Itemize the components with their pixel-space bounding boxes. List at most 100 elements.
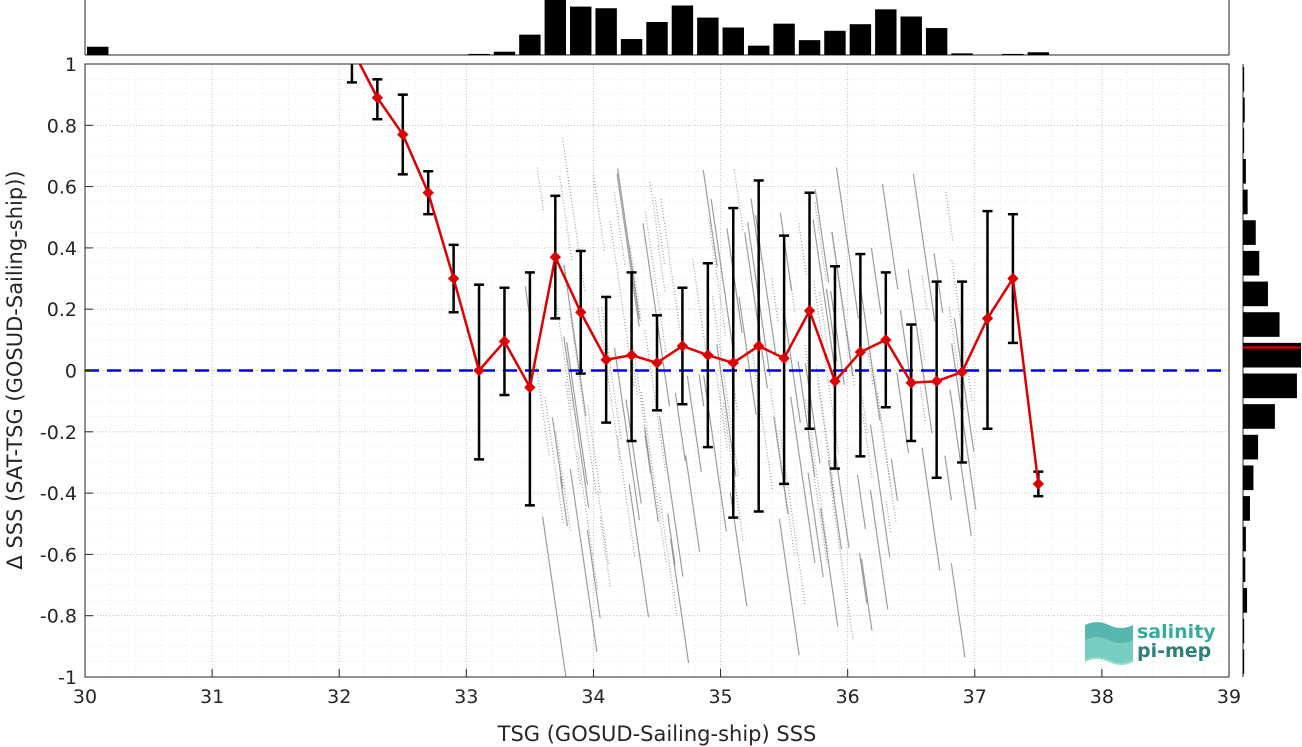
- scatter-streak: [779, 212, 793, 291]
- x-tick-label: 38: [1090, 686, 1114, 708]
- mean-marker: [600, 354, 612, 366]
- top-histogram-bar: [1002, 53, 1024, 55]
- top-histogram-bar: [773, 23, 795, 55]
- scatter-streak: [881, 184, 899, 290]
- mean-marker: [371, 92, 384, 104]
- scatter-streak: [830, 290, 845, 385]
- right-histogram-bar: [1243, 404, 1275, 429]
- scatter-streak: [566, 342, 589, 486]
- x-axis-ticks: 30 31 32 33 34 35 36 37 38 39: [73, 669, 1241, 708]
- scatter-streak: [835, 167, 859, 319]
- scatter-streak: [542, 516, 567, 677]
- scatter-streak: [807, 472, 824, 578]
- right-histogram-bar: [1243, 189, 1248, 215]
- scatter-streak: [818, 291, 829, 350]
- y-tick-label: -0.2: [40, 422, 77, 444]
- scatter-streak: [797, 361, 816, 477]
- scatter-streak: [563, 336, 590, 508]
- scatter-streak: [771, 278, 779, 323]
- y-tick-label: -0.6: [40, 544, 77, 566]
- y-tick-label: 0: [65, 361, 77, 383]
- scatter-streak: [569, 468, 598, 652]
- scatter-streak: [813, 281, 840, 455]
- scatter-streak: [569, 313, 597, 494]
- scatter-streak: [592, 175, 606, 252]
- scatter-streak: [890, 459, 899, 501]
- mean-marker: [549, 251, 562, 263]
- mean-marker: [1032, 478, 1045, 490]
- scatter-streak: [744, 232, 768, 389]
- mean-marker: [676, 340, 689, 352]
- top-histogram-bar: [493, 51, 516, 55]
- scatter-streak: [919, 329, 926, 363]
- y-tick-label: 0.2: [47, 299, 77, 321]
- scatter-streak: [616, 173, 640, 327]
- scatter-streak: [535, 365, 551, 458]
- scatter-streak: [944, 455, 952, 501]
- scatter-streak: [829, 482, 854, 641]
- scatter-streak: [827, 459, 842, 550]
- scatter-streak: [659, 416, 684, 577]
- scatter-streak: [933, 253, 944, 314]
- top-histogram-bar: [849, 24, 872, 55]
- scatter-streak: [674, 392, 686, 462]
- right-histogram-bar: [1243, 97, 1245, 123]
- mean-marker: [752, 340, 765, 352]
- scatter-streak: [862, 413, 873, 479]
- top-histogram-bar: [570, 6, 592, 56]
- right-histogram: [1242, 64, 1301, 677]
- top-histogram-bar: [722, 27, 744, 55]
- scatter-streak: [814, 189, 830, 283]
- scatter-streak: [691, 258, 709, 363]
- x-tick-label: 33: [454, 686, 478, 708]
- x-tick-label: 32: [327, 686, 351, 708]
- mean-marker: [447, 272, 460, 285]
- scatter-streak: [738, 296, 757, 415]
- top-histogram-bar: [798, 40, 821, 55]
- y-tick-label: -0.8: [40, 606, 77, 628]
- y-tick-label: 0.8: [47, 115, 77, 137]
- top-histogram-bar: [468, 53, 490, 55]
- mean-markers: [371, 92, 1045, 490]
- scatter-streak: [597, 491, 610, 566]
- logo-line1: salinity: [1137, 621, 1216, 643]
- scatter-streak: [586, 529, 601, 619]
- mean-marker: [930, 375, 943, 387]
- top-histogram-bar: [620, 39, 643, 55]
- mean-marker: [778, 352, 790, 364]
- scatter-streak: [950, 563, 966, 658]
- top-histogram-bar: [875, 9, 897, 56]
- mean-marker: [524, 381, 536, 394]
- right-histogram-bar: [1243, 250, 1260, 276]
- x-axis-title: TSG (GOSUD-Sailing-ship) SSS: [497, 722, 817, 746]
- scatter-streak: [773, 416, 789, 515]
- main-axes: 30 31 32 33 34 35 36 37 38 39 1 0.8 0.6 0.4 0.2 0 -0.2 -…: [40, 54, 1241, 708]
- right-histogram-bar: [1243, 67, 1245, 92]
- right-histogram-bar: [1243, 557, 1246, 583]
- scatter-streak: [869, 424, 891, 558]
- right-histogram-bar: [1243, 434, 1259, 460]
- mean-marker: [575, 306, 587, 318]
- right-histogram-bar: [1243, 618, 1245, 644]
- scatter-streak: [544, 397, 564, 524]
- top-histogram-bar: [544, 0, 567, 55]
- y-tick-label: -0.4: [40, 483, 77, 505]
- scatter-streak: [711, 296, 740, 478]
- mean-marker: [498, 335, 511, 348]
- mean-marker: [1007, 272, 1019, 285]
- top-histogram-bar: [747, 45, 770, 55]
- scatter-streak: [654, 197, 666, 265]
- x-tick-label: 36: [836, 686, 860, 708]
- scatter-streak: [685, 455, 701, 552]
- scatter-streak: [686, 375, 702, 472]
- scatter-streak: [658, 494, 678, 615]
- mean-marker: [702, 349, 714, 361]
- right-histogram-bar: [1243, 312, 1280, 337]
- scatter-streak: [846, 331, 853, 370]
- scatter-streak: [559, 476, 569, 527]
- right-histogram-bar: [1243, 158, 1246, 184]
- top-histogram-bar: [951, 53, 973, 55]
- scatter-streak: [953, 318, 975, 452]
- scatter-streak: [597, 307, 621, 462]
- scatter-streak: [896, 372, 910, 454]
